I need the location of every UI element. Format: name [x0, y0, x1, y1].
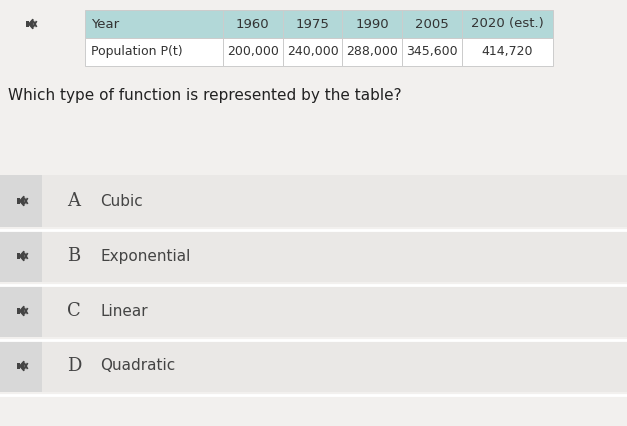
- Bar: [462, 38, 553, 66]
- Bar: [0, 175, 42, 227]
- Bar: [402, 38, 462, 66]
- Bar: [42, 230, 627, 282]
- Bar: [283, 10, 342, 38]
- Text: 2020 (est.): 2020 (est.): [471, 17, 544, 31]
- Bar: [342, 38, 402, 66]
- Text: 345,600: 345,600: [406, 46, 458, 58]
- Text: Cubic: Cubic: [100, 193, 143, 208]
- Text: Linear: Linear: [100, 303, 147, 319]
- Bar: [16, 253, 19, 259]
- Text: Population P(t): Population P(t): [91, 46, 182, 58]
- Bar: [85, 38, 223, 66]
- Bar: [223, 10, 283, 38]
- Text: 1975: 1975: [295, 17, 329, 31]
- Polygon shape: [29, 19, 33, 29]
- Text: D: D: [67, 357, 81, 375]
- Bar: [42, 285, 627, 337]
- Bar: [16, 308, 19, 314]
- Text: 200,000: 200,000: [227, 46, 278, 58]
- Text: B: B: [67, 247, 81, 265]
- Text: A: A: [68, 192, 80, 210]
- Text: Exponential: Exponential: [100, 248, 191, 264]
- Text: 288,000: 288,000: [346, 46, 398, 58]
- Bar: [223, 38, 283, 66]
- Bar: [402, 10, 462, 38]
- Text: 240,000: 240,000: [287, 46, 339, 58]
- Polygon shape: [19, 306, 24, 316]
- Bar: [42, 340, 627, 392]
- Bar: [0, 230, 42, 282]
- Bar: [26, 21, 29, 27]
- Polygon shape: [19, 361, 24, 371]
- Bar: [16, 363, 19, 369]
- Text: Quadratic: Quadratic: [100, 359, 176, 374]
- Bar: [42, 175, 627, 227]
- Bar: [0, 340, 42, 392]
- Bar: [16, 198, 19, 204]
- Text: 1960: 1960: [236, 17, 270, 31]
- Text: 414,720: 414,720: [482, 46, 533, 58]
- Text: 2005: 2005: [415, 17, 449, 31]
- Polygon shape: [19, 196, 24, 206]
- Bar: [85, 10, 223, 38]
- Bar: [462, 10, 553, 38]
- Text: Which type of function is represented by the table?: Which type of function is represented by…: [8, 88, 402, 103]
- Text: 1990: 1990: [356, 17, 389, 31]
- Text: Year: Year: [91, 17, 119, 31]
- Bar: [0, 285, 42, 337]
- Polygon shape: [19, 251, 24, 261]
- Bar: [342, 10, 402, 38]
- Text: C: C: [67, 302, 81, 320]
- Bar: [283, 38, 342, 66]
